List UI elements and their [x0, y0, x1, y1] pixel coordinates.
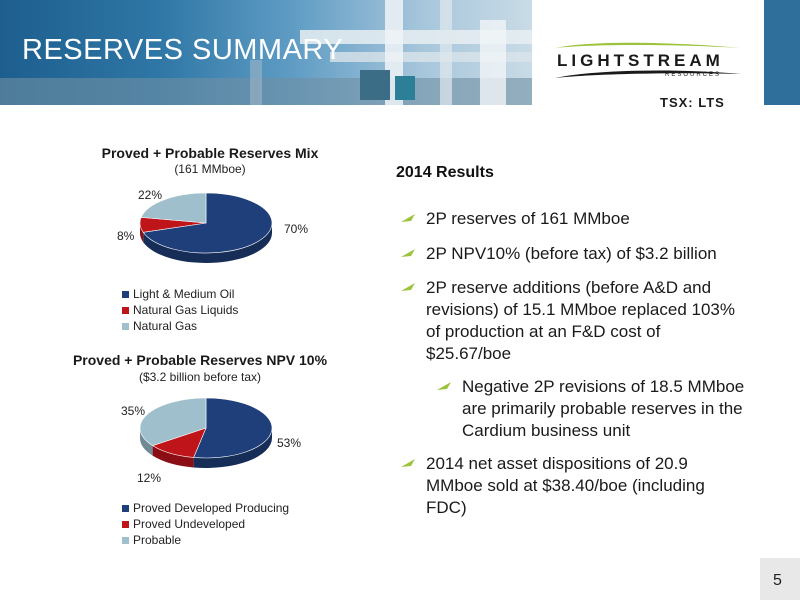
- bullet-item: 2P NPV10% (before tax) of $3.2 billion: [401, 243, 717, 265]
- page-number-box: [760, 558, 800, 600]
- chart2-title: Proved + Probable Reserves NPV 10%: [72, 352, 328, 368]
- legend-swatch: [122, 306, 129, 314]
- logo-sub-text: RESOURCES: [665, 72, 721, 78]
- pie-slice-light-medium-oil: [142, 192, 273, 254]
- chart1-label-ngl: 8%: [117, 229, 135, 243]
- pie-slice-probable: [139, 397, 207, 446]
- chart2-pie: [139, 397, 273, 468]
- bullet-line: Negative 2P revisions of 18.5 MMboe: [462, 377, 745, 396]
- bullet-line: 2P NPV10% (before tax) of $3.2 billion: [426, 244, 717, 263]
- green-arrow-bullet-icon: [401, 214, 415, 222]
- bullet-line: revisions) of 15.1 MMboe replaced 103%: [426, 300, 735, 319]
- green-arrow-bullet-icon: [437, 382, 451, 390]
- green-arrow-bullet-icon: [401, 283, 415, 291]
- bullet-item: 2P reserves of 161 MMboe: [401, 208, 630, 230]
- legend-swatch: [122, 290, 129, 298]
- bullet-line: 2P reserve additions (before A&D and: [426, 278, 712, 297]
- pie-side-probable: [140, 428, 153, 456]
- legend-label: Natural Gas Liquids: [133, 303, 239, 317]
- chart1-subtitle: (161 MMboe): [174, 162, 246, 176]
- chart1-label-oil: 70%: [284, 222, 309, 236]
- bullet-item: 2014 net asset dispositions of 20.9 MMbo…: [401, 453, 705, 519]
- ticker-symbol: TSX: LTS: [660, 95, 725, 110]
- pie-slice-proved-developed-producing: [193, 397, 273, 459]
- legend-swatch: [122, 322, 129, 330]
- chart2-legend: Proved Developed Producing Proved Undeve…: [122, 500, 289, 548]
- green-arrow-bullet-icon: [401, 459, 415, 467]
- pie-slice-natural-gas: [140, 192, 207, 224]
- chart1-pie: [139, 192, 273, 263]
- logo-main-text: LIGHTSTREAM: [557, 51, 724, 70]
- bullet-line: MMboe sold at $38.40/boe (including: [426, 476, 705, 495]
- sub-bullet-item: Negative 2P revisions of 18.5 MMboe are …: [437, 376, 745, 442]
- legend-swatch: [122, 536, 129, 544]
- chart1-title: Proved + Probable Reserves Mix: [101, 145, 319, 161]
- legend-item: Proved Undeveloped: [122, 516, 289, 532]
- bullet-item: 2P reserve additions (before A&D and rev…: [401, 277, 735, 365]
- bullet-line: 2P reserves of 161 MMboe: [426, 209, 630, 228]
- chart1-legend: Light & Medium Oil Natural Gas Liquids N…: [122, 286, 238, 334]
- header-right-strip: [764, 0, 800, 105]
- legend-label: Probable: [133, 533, 182, 547]
- chart2-label-pud: 12%: [137, 471, 162, 485]
- results-heading: 2014 Results: [396, 164, 494, 181]
- legend-label: Light & Medium Oil: [133, 287, 235, 301]
- bullet-line: $25.67/boe: [426, 344, 512, 363]
- green-arrow-bullet-icon: [401, 249, 415, 257]
- page-number: 5: [773, 572, 782, 589]
- legend-item: Natural Gas Liquids: [122, 302, 238, 318]
- legend-label: Proved Developed Producing: [133, 501, 290, 515]
- chart1-label-gas: 22%: [138, 188, 163, 202]
- chart2-label-probable: 35%: [121, 404, 146, 418]
- legend-item: Natural Gas: [122, 318, 238, 334]
- chart2-subtitle: ($3.2 billion before tax): [138, 370, 262, 384]
- chart2-label-pdp: 53%: [277, 436, 302, 450]
- pipeline-photo: [0, 0, 532, 105]
- bullet-line: 2014 net asset dispositions of 20.9: [426, 454, 688, 473]
- legend-label: Natural Gas: [133, 319, 198, 333]
- lightstream-logo: LIGHTSTREAM RESOURCES: [555, 42, 741, 78]
- header-banner: RESERVES SUMMARY: [0, 0, 532, 105]
- legend-swatch: [122, 520, 129, 528]
- legend-item: Proved Developed Producing: [122, 500, 289, 516]
- legend-swatch: [122, 504, 129, 512]
- legend-item: Probable: [122, 532, 289, 548]
- bullet-line: of production at an F&D cost of: [426, 322, 661, 341]
- bullet-line: are primarily probable reserves in the: [462, 399, 743, 418]
- bullet-line: FDC): [426, 498, 467, 517]
- legend-label: Proved Undeveloped: [133, 517, 246, 531]
- bullet-line: Cardium business unit: [462, 421, 631, 440]
- legend-item: Light & Medium Oil: [122, 286, 238, 302]
- pie-side-light-medium-oil: [143, 223, 272, 263]
- page-title: RESERVES SUMMARY: [22, 34, 344, 66]
